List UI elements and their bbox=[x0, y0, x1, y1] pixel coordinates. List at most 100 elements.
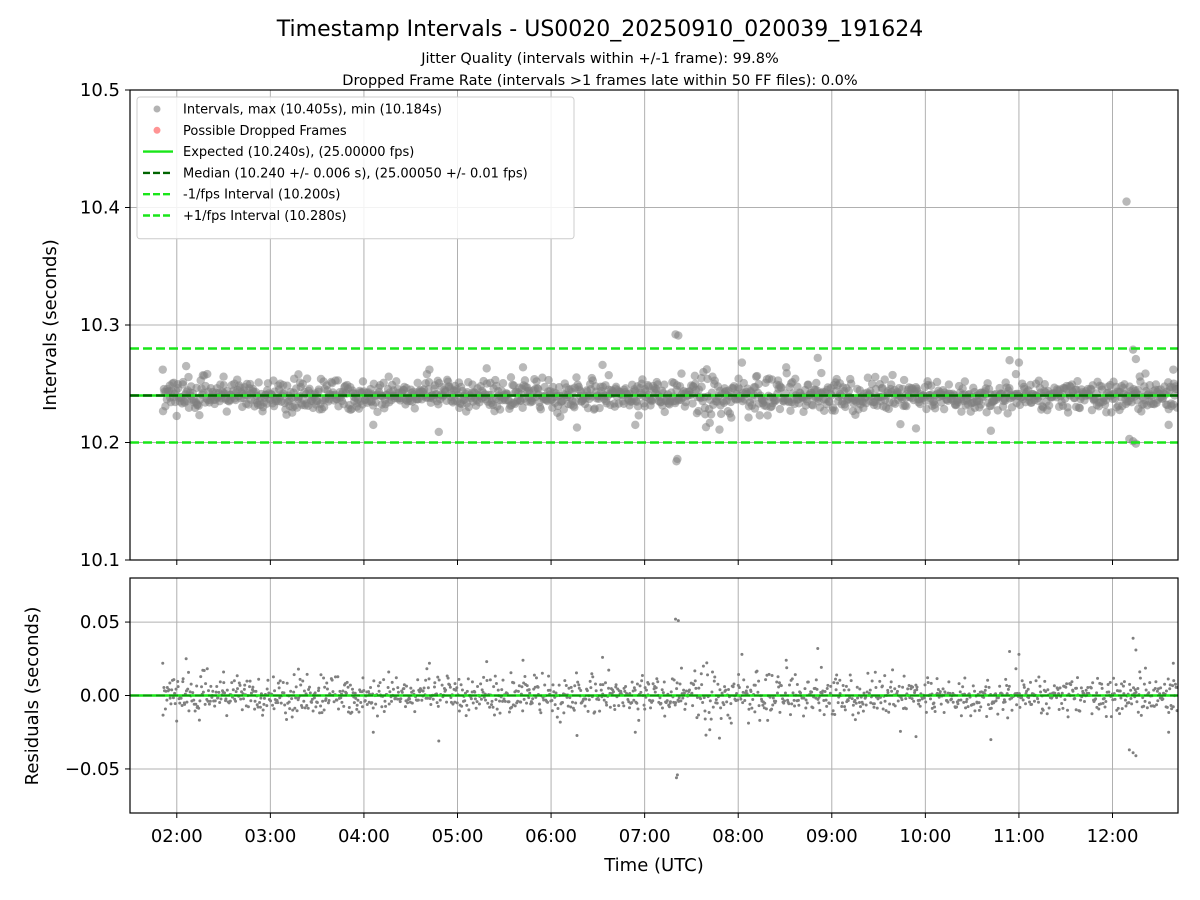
residual-point bbox=[242, 697, 246, 701]
residual-point bbox=[425, 667, 429, 671]
residual-point bbox=[709, 717, 713, 721]
residual-point bbox=[815, 687, 819, 691]
residual-point bbox=[1027, 696, 1031, 700]
residual-point bbox=[1136, 710, 1140, 714]
residual-point bbox=[811, 706, 815, 710]
residual-point bbox=[572, 708, 576, 712]
residual-point bbox=[431, 697, 435, 701]
residual-point bbox=[747, 707, 751, 711]
residual-point bbox=[1167, 711, 1171, 715]
residual-point bbox=[457, 709, 461, 713]
residual-point bbox=[1142, 682, 1146, 686]
residual-point bbox=[265, 704, 269, 708]
residual-point bbox=[215, 685, 219, 689]
interval-point bbox=[705, 418, 714, 428]
residual-point bbox=[705, 661, 709, 665]
x-tick-label: 08:00 bbox=[712, 826, 764, 847]
residual-point bbox=[498, 711, 502, 715]
interval-point bbox=[158, 365, 167, 374]
residual-point bbox=[258, 705, 262, 709]
residual-point bbox=[612, 704, 616, 708]
residual-point bbox=[448, 683, 452, 687]
residual-point bbox=[674, 776, 678, 780]
residual-point bbox=[887, 710, 891, 714]
residual-point bbox=[1060, 691, 1064, 695]
residual-point bbox=[867, 691, 871, 695]
residual-point bbox=[1102, 697, 1106, 701]
residual-point bbox=[849, 679, 853, 683]
residual-point bbox=[1045, 712, 1049, 716]
legend-label: Expected (10.240s), (25.00000 fps) bbox=[183, 145, 414, 160]
residual-point bbox=[678, 682, 682, 686]
residual-point bbox=[911, 685, 915, 689]
interval-point bbox=[944, 380, 954, 389]
residual-point bbox=[963, 676, 967, 680]
residual-point bbox=[847, 688, 851, 692]
residual-point bbox=[679, 699, 683, 703]
residual-point bbox=[561, 700, 565, 704]
residual-point bbox=[924, 700, 928, 704]
residual-point bbox=[694, 686, 698, 690]
residual-point bbox=[1171, 684, 1175, 688]
residual-point bbox=[502, 697, 506, 701]
residual-point bbox=[360, 705, 364, 709]
residual-point bbox=[426, 696, 430, 700]
residual-point bbox=[382, 710, 386, 714]
residual-point bbox=[480, 688, 484, 692]
residual-point bbox=[683, 707, 687, 711]
residual-point bbox=[788, 713, 792, 717]
residual-point bbox=[1056, 688, 1060, 692]
residual-point bbox=[591, 675, 595, 679]
interval-point bbox=[369, 420, 378, 430]
residual-point bbox=[285, 681, 289, 685]
residual-point bbox=[1032, 699, 1036, 703]
residual-point bbox=[741, 690, 745, 694]
residual-point bbox=[213, 704, 217, 708]
residual-point bbox=[799, 691, 803, 695]
residual-point bbox=[676, 619, 680, 623]
residual-point bbox=[682, 691, 686, 695]
residual-point bbox=[888, 702, 892, 706]
intervals-panel: 10.1 10.2 10.3 10.4 10.5 bbox=[80, 80, 1179, 571]
residual-point bbox=[1020, 696, 1024, 700]
residual-point bbox=[575, 734, 579, 738]
residual-point bbox=[824, 698, 828, 702]
residual-point bbox=[635, 701, 639, 705]
residual-point bbox=[259, 696, 263, 700]
residual-point bbox=[400, 690, 404, 694]
interval-point bbox=[1137, 407, 1146, 416]
residual-point bbox=[1123, 698, 1127, 702]
residual-point bbox=[1082, 691, 1086, 695]
residual-point bbox=[728, 716, 732, 720]
residual-point bbox=[649, 706, 653, 710]
interval-point bbox=[674, 331, 683, 340]
intervals-frame bbox=[129, 89, 1179, 561]
residual-point bbox=[222, 681, 226, 685]
residual-point bbox=[964, 700, 968, 704]
residual-point bbox=[293, 706, 297, 710]
interval-point bbox=[660, 380, 669, 389]
residual-point bbox=[1127, 748, 1131, 752]
residual-point bbox=[792, 698, 796, 702]
residual-point bbox=[322, 676, 326, 680]
residual-point bbox=[396, 690, 400, 694]
residual-point bbox=[888, 685, 892, 689]
residual-point bbox=[833, 677, 837, 681]
residual-point bbox=[382, 678, 386, 682]
residual-point bbox=[262, 696, 266, 700]
residual-point bbox=[951, 700, 955, 704]
residual-point bbox=[538, 708, 542, 712]
residual-point bbox=[407, 697, 411, 701]
residual-point bbox=[513, 704, 517, 708]
residual-point bbox=[521, 709, 525, 713]
interval-point bbox=[482, 364, 491, 373]
residual-point bbox=[933, 705, 937, 709]
legend-label: Possible Dropped Frames bbox=[183, 124, 347, 139]
residual-point bbox=[1164, 689, 1168, 693]
residual-point bbox=[386, 685, 390, 689]
residual-point bbox=[193, 709, 197, 713]
residual-point bbox=[187, 709, 191, 713]
interval-point bbox=[930, 404, 940, 413]
residual-point bbox=[207, 702, 211, 706]
residual-point bbox=[1064, 685, 1068, 689]
